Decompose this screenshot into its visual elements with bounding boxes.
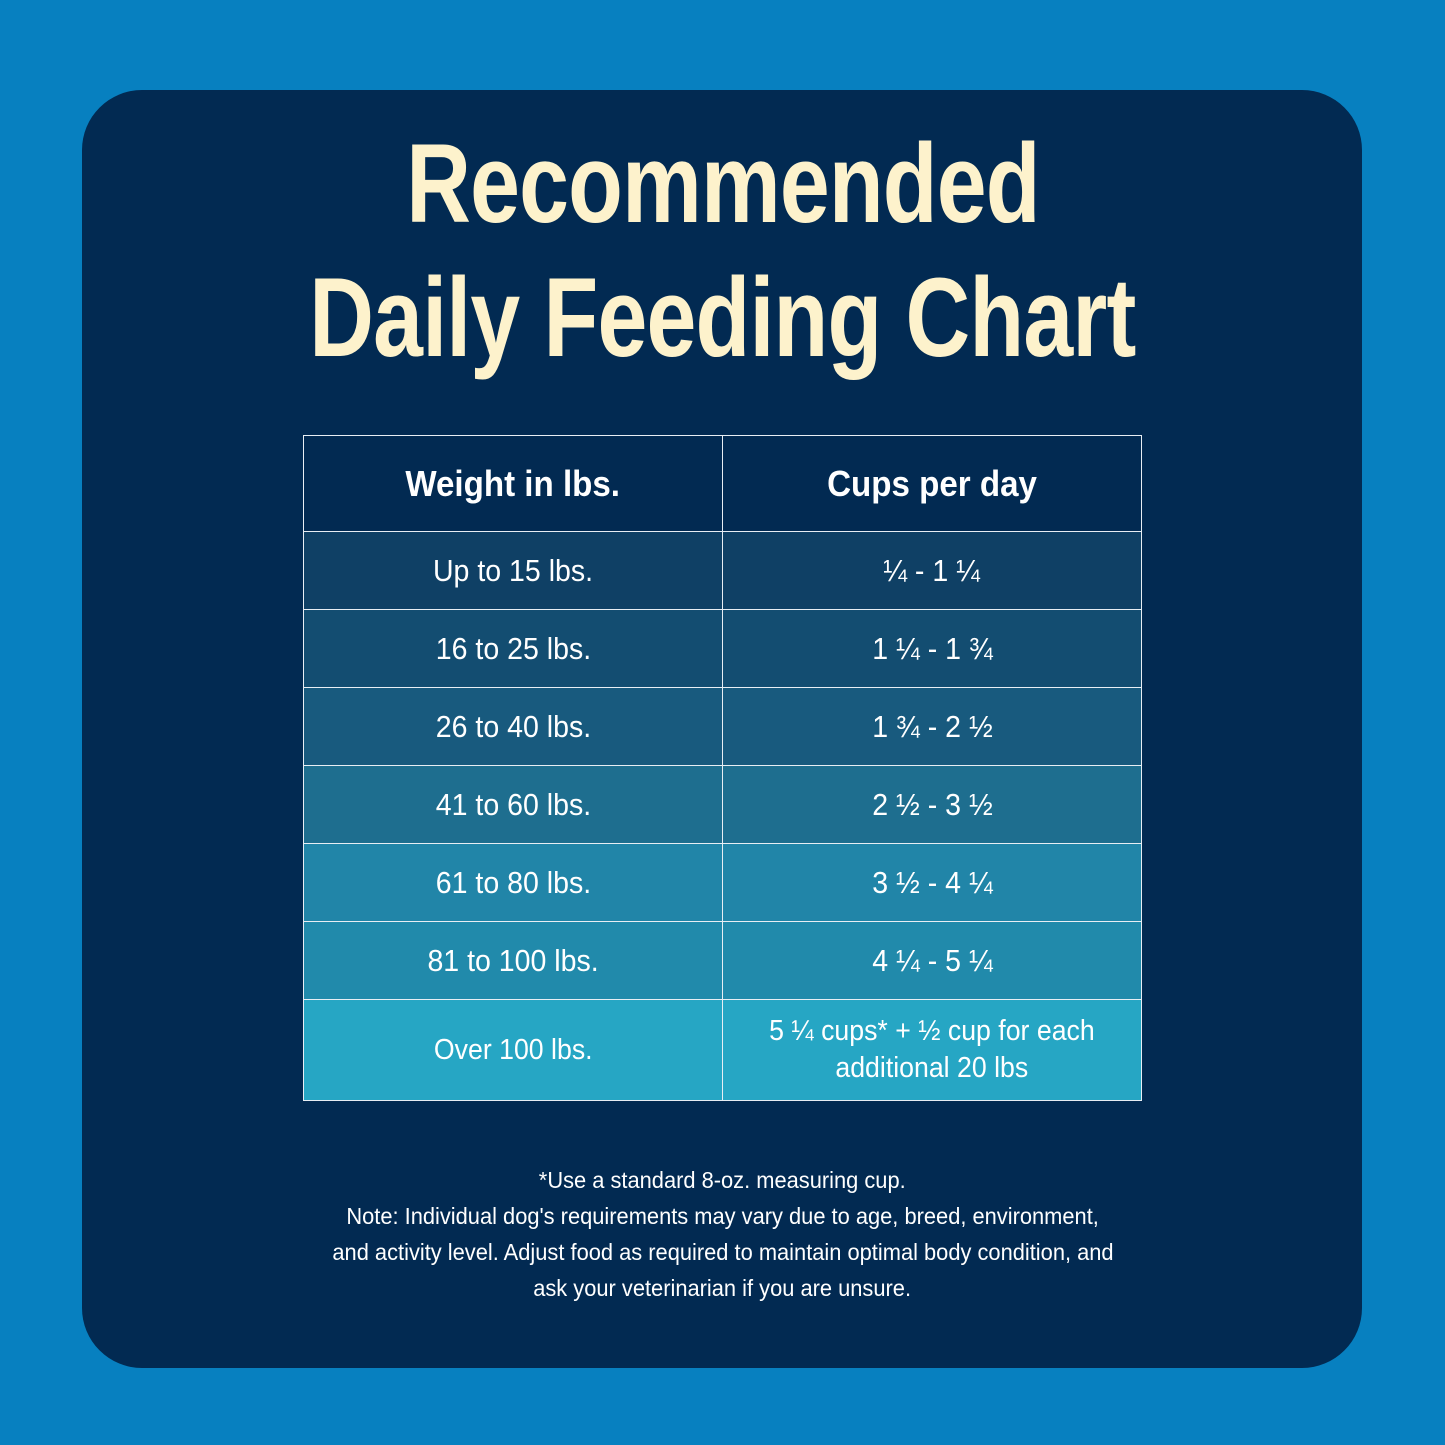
weight-cell: 81 to 100 lbs. [303, 921, 723, 1000]
header-cups: Cups per day [722, 435, 1142, 532]
footer-line: and activity level. Adjust food as requi… [331, 1239, 1114, 1265]
table-row: 81 to 100 lbs. 4 ¼ - 5 ¼ [303, 921, 1142, 1000]
table-row: 61 to 80 lbs. 3 ½ - 4 ¼ [303, 843, 1142, 922]
footer-line: *Use a standard 8-oz. measuring cup. [539, 1167, 906, 1193]
cups-cell: ¼ - 1 ¼ [722, 531, 1142, 610]
cups-cell: 4 ¼ - 5 ¼ [722, 921, 1142, 1000]
table-row: 26 to 40 lbs. 1 ¾ - 2 ½ [303, 687, 1142, 766]
weight-cell: Up to 15 lbs. [303, 531, 723, 610]
table-row: 41 to 60 lbs. 2 ½ - 3 ½ [303, 765, 1142, 844]
cups-cell: 2 ½ - 3 ½ [722, 765, 1142, 844]
weight-cell: 61 to 80 lbs. [303, 843, 723, 922]
weight-cell: 26 to 40 lbs. [303, 687, 723, 766]
weight-cell: 41 to 60 lbs. [303, 765, 723, 844]
footer-line: Note: Individual dog's requirements may … [346, 1203, 1099, 1229]
cups-cell: 3 ½ - 4 ¼ [722, 843, 1142, 922]
table-row: Over 100 lbs. 5 ¼ cups* + ½ cup for each a… [303, 999, 1142, 1101]
table-row: Up to 15 lbs. ¼ - 1 ¼ [303, 531, 1142, 610]
cups-cell: 1 ¾ - 2 ½ [722, 687, 1142, 766]
title-line-2: Daily Feeding Chart [309, 255, 1136, 380]
footer-note: *Use a standard 8-oz. measuring cup. Not… [0, 1162, 1445, 1306]
header-weight: Weight in lbs. [303, 435, 723, 532]
table-header-row: Weight in lbs. Cups per day [303, 435, 1142, 532]
footer-line: ask your veterinarian if you are unsure. [533, 1275, 912, 1301]
table-row: 16 to 25 lbs. 1 ¼ - 1 ¾ [303, 609, 1142, 688]
weight-cell: Over 100 lbs. [303, 999, 723, 1101]
weight-cell: 16 to 25 lbs. [303, 609, 723, 688]
feeding-table: Weight in lbs. Cups per day Up to 15 lbs… [303, 435, 1142, 1101]
title-line-1: Recommended [405, 121, 1040, 246]
cups-cell: 5 ¼ cups* + ½ cup for each additional 20 … [722, 999, 1142, 1101]
cups-cell: 1 ¼ - 1 ¾ [722, 609, 1142, 688]
